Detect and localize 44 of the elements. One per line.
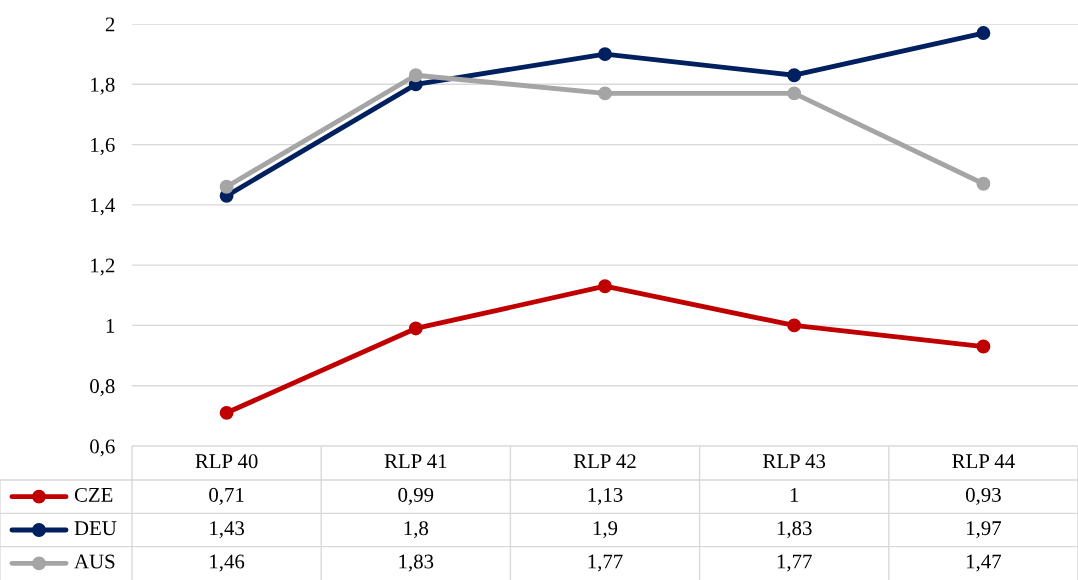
point [976, 339, 991, 354]
point [976, 26, 991, 40]
x-tick-label: RLP 42 [573, 454, 636, 469]
point [408, 68, 423, 83]
point [976, 176, 991, 191]
y-tick-label: 1 [106, 318, 115, 333]
point [787, 86, 802, 101]
data-label: 1 [790, 487, 799, 502]
point [408, 321, 423, 336]
point [787, 318, 802, 333]
data-label: 1,43 [210, 521, 245, 539]
y-tick-label: 1,2 [91, 258, 115, 276]
point [219, 179, 234, 194]
data-label: 1,47 [967, 554, 1002, 572]
y-tick-label: 1,8 [91, 77, 115, 95]
data-label: 1,77 [588, 554, 623, 572]
legend-label: AUS [74, 554, 115, 569]
x-tick-label: RLP 41 [384, 454, 447, 469]
y-tick-label: 2 [105, 17, 115, 32]
point [219, 405, 234, 420]
data-label: 1,97 [967, 521, 1002, 539]
point [787, 68, 802, 83]
y-tick-label: 0,6 [90, 439, 115, 457]
point [598, 47, 612, 62]
data-label: 1,13 [588, 487, 623, 505]
point [598, 279, 612, 294]
y-tick-label: 1,4 [91, 198, 116, 216]
data-label: 1,8 [404, 521, 429, 539]
data-label: 1,9 [593, 521, 618, 539]
data-label: 0,71 [209, 487, 244, 505]
x-tick-label: RLP 43 [763, 454, 826, 469]
x-tick-label: RLP 44 [952, 454, 1015, 469]
data-label: 1,83 [777, 521, 812, 539]
data-label: 1,46 [210, 554, 245, 572]
data-label: 0,93 [965, 487, 1001, 505]
legend-label: DEU [74, 521, 117, 536]
data-label: 1,83 [399, 554, 434, 572]
data-label: 0,99 [398, 487, 434, 505]
data-label: 1,77 [777, 554, 812, 572]
y-tick-label: 0,8 [90, 379, 115, 397]
y-tick-label: 1,6 [91, 138, 115, 155]
x-tick-label: RLP 40 [195, 454, 258, 469]
legend-label: CZE [74, 487, 113, 502]
point [598, 86, 612, 101]
